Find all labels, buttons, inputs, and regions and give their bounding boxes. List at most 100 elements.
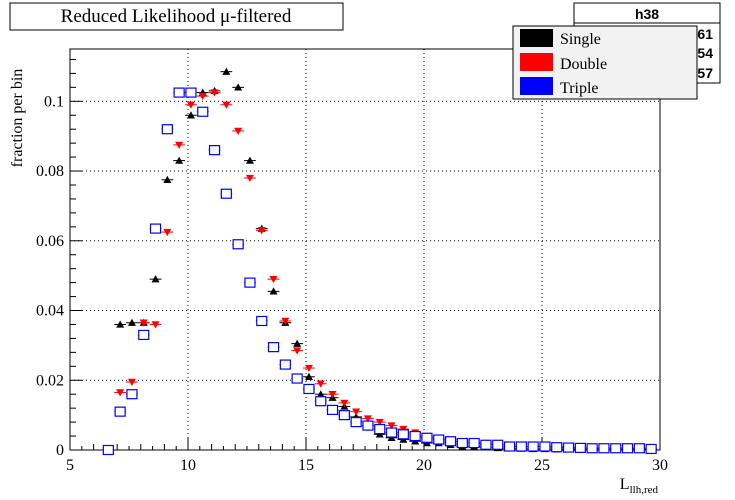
data-point-double [255,227,268,235]
data-point-single [114,320,127,328]
data-point-triple [196,106,209,117]
svg-text:Lllh,red: Lllh,red [620,476,659,496]
legend-item-double: Double [520,53,607,73]
data-point-triple [385,427,398,438]
data-point-single [291,339,304,347]
data-point-single [161,175,174,183]
data-point-triple [314,396,327,407]
data-point-triple [550,442,563,453]
data-point-single [232,83,245,91]
legend-swatch-double [520,53,553,71]
data-point-triple [137,329,150,341]
data-point-triple [468,437,481,449]
data-point-triple [539,441,551,452]
data-point-triple [220,188,233,199]
data-point-triple [562,442,575,453]
grid [70,49,660,450]
data-point-triple [303,383,315,395]
data-point-triple [574,442,587,454]
data-point-single [149,275,162,283]
data-point-triple [645,443,658,455]
data-point-double [303,364,315,373]
data-point-double [350,408,363,416]
data-point-triple [362,420,374,431]
legend: Single Double Triple [512,25,698,100]
y-tick-label: 0.04 [36,303,64,320]
data-point-double [196,92,209,101]
data-point-triple [326,404,339,415]
y-tick-label: 0.06 [36,233,64,250]
x-tick-label: 25 [534,457,550,474]
legend-label-triple: Triple [560,80,599,97]
data-point-triple [456,437,469,449]
data-point-triple [609,443,622,454]
data-point-triple [185,87,197,98]
data-point-double [208,89,221,97]
data-point-triple [621,443,634,454]
legend-item-single: Single [520,29,601,48]
data-point-single [244,156,256,164]
y-tick-label: 0.02 [36,372,64,389]
data-point-single [220,67,233,75]
stats-fragment-3: 57 [697,65,713,81]
data-point-double [149,321,162,329]
legend-label-double: Double [560,56,607,73]
data-point-triple [444,436,457,447]
data-point-triple [350,417,363,428]
data-point-triple [373,423,386,435]
x-tick-label: 15 [298,457,314,474]
y-axis-label: fraction per bin [9,69,26,168]
y-tick-label: 0 [56,442,64,459]
data-point-single [126,318,138,326]
legend-label-single: Single [560,31,601,48]
data-point-triple [432,434,445,445]
data-point-single [267,287,280,295]
x-axis-label: Lllh,red [620,476,659,496]
legend-item-triple: Triple [520,77,599,97]
data-point-double [373,418,386,427]
plot-frame [69,48,661,451]
x-tick-label: 20 [416,457,432,474]
data-point-triple [208,145,221,156]
data-point-triple [480,439,492,450]
x-axis-label-subscript: llh,red [630,484,659,496]
data-point-double [220,101,233,109]
data-point-triple [598,443,610,454]
data-point-double [279,317,292,325]
data-point-triple [114,406,127,417]
data-point-triple [161,124,174,135]
data-point-triple [633,443,646,454]
data-point-triple [409,430,422,442]
data-point-triple [267,342,280,353]
data-point-triple [503,441,516,452]
x-tick-label: 10 [180,457,196,474]
data-point-triple [173,87,186,98]
x-tick-label: 5 [66,457,74,474]
data-point-triple [338,410,351,421]
stats-fragment-1: 61 [697,26,713,42]
legend-swatch-triple [520,77,553,95]
data-point-triple [102,444,115,456]
data-point-double [114,389,127,397]
data-point-double [137,319,150,327]
data-point-double [385,422,398,430]
stats-fragment-2: 54 [697,45,713,61]
data-point-double [338,399,351,407]
data-point-triple [421,432,433,443]
data-point-single [303,372,315,380]
data-point-double [232,127,245,135]
y-tick-label: 0.08 [36,163,64,180]
data-point-double [291,347,304,355]
data-point-double [362,415,374,423]
stats-box-name: h38 [635,6,659,22]
data-point-triple [232,239,245,250]
data-point-double [244,174,256,183]
data-point-triple [586,443,599,454]
x-tick-label: 30 [652,457,668,474]
data-point-triple [255,315,268,327]
data-point-double [161,228,174,237]
data-point-single [185,111,197,119]
data-point-triple [126,389,138,400]
data-point-double [185,101,197,109]
